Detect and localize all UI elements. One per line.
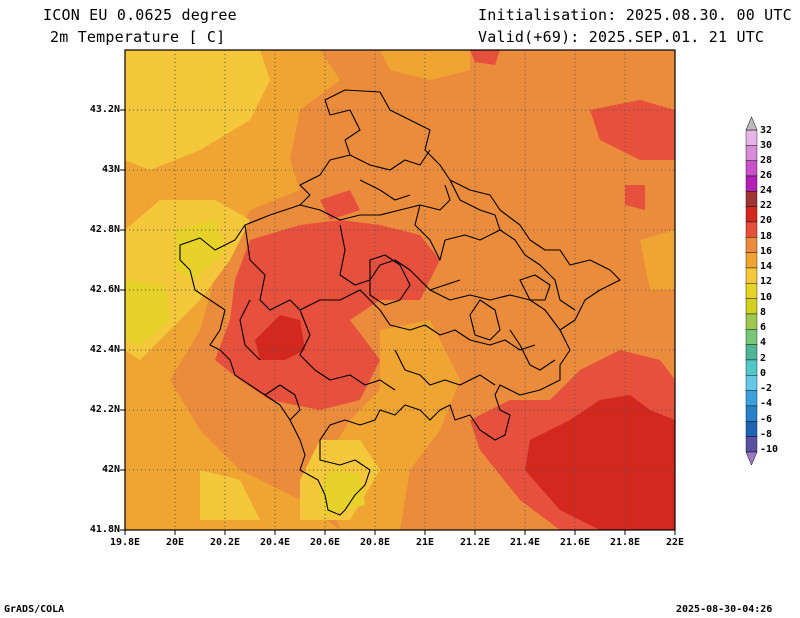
lon-label: 21.8E [609, 537, 641, 548]
boundary-south1 [379, 309, 536, 351]
colorbar-label: 12 [760, 276, 773, 287]
boundary-small1 [369, 254, 411, 306]
variable-title: 2m Temperature [ C] [50, 28, 226, 46]
boundary-north1 [299, 184, 451, 221]
colorbar-label: 0 [760, 368, 767, 379]
lon-label: 20.2E [209, 537, 241, 548]
boundary-sw [264, 384, 301, 421]
lat-label: 42.4N [89, 344, 120, 355]
lat-label: 42N [101, 464, 120, 475]
colorbar-label: 32 [760, 125, 773, 136]
tick-marks [120, 109, 676, 535]
lat-label: 41.8N [89, 524, 120, 535]
lon-label: 19.8E [109, 537, 141, 548]
lon-label: 21E [415, 537, 435, 548]
colorbar-label: 28 [760, 155, 773, 166]
boundary-south2 [299, 309, 396, 391]
admin-boundaries [179, 89, 621, 516]
boundary-west [244, 224, 381, 311]
lat-label: 42.8N [89, 224, 120, 235]
colorbar-label: 18 [760, 231, 773, 242]
colorbar-label: 26 [760, 170, 773, 181]
boundary-small3 [519, 274, 551, 301]
colorbar-label: 20 [760, 215, 773, 226]
boundary-cyan [414, 204, 446, 261]
boundary-north2 [349, 149, 431, 171]
boundary-ne [449, 179, 501, 231]
colorbar-label: 6 [760, 322, 767, 333]
colorbar-label: 2 [760, 353, 767, 364]
colorbar-label: -6 [760, 414, 773, 425]
colorbar-label: 10 [760, 292, 773, 303]
graticule [125, 50, 675, 530]
lat-label: 43.2N [89, 104, 120, 115]
lon-label: 20.4E [259, 537, 291, 548]
lon-label: 21.2E [459, 537, 491, 548]
colorbar-label: -8 [760, 429, 773, 440]
lon-label: 20.6E [309, 537, 341, 548]
footer-timestamp: 2025-08-30-04:26 [676, 604, 773, 615]
boundary-inner-w [239, 299, 261, 361]
colorbar-label: 22 [760, 200, 773, 211]
boundary-south3 [394, 349, 496, 386]
colorbar-label: -4 [760, 398, 773, 409]
lon-label: 21.6E [559, 537, 591, 548]
lon-label: 20.8E [359, 537, 391, 548]
lon-label: 21.4E [509, 537, 541, 548]
boundary-east1 [444, 229, 576, 311]
boundary-east2 [429, 289, 561, 331]
model-title: ICON EU 0.0625 degree [43, 6, 237, 24]
valid-time-text: Valid(+69): 2025.SEP.01. 21 UTC [478, 28, 765, 46]
boundary-central [339, 224, 461, 291]
boundary-north3 [359, 179, 411, 201]
lat-label: 43N [101, 164, 120, 175]
boundary-small2 [469, 299, 501, 341]
lon-label: 22E [665, 537, 685, 548]
colorbar-label: -10 [760, 444, 779, 455]
colorbar-label: 24 [760, 185, 773, 196]
boundary-east3 [509, 329, 556, 371]
lat-label: 42.2N [89, 404, 120, 415]
colorbar-label: 4 [760, 337, 767, 348]
lon-label: 20E [165, 537, 185, 548]
initialisation-text: Initialisation: 2025.08.30. 00 UTC [478, 6, 792, 24]
footer-credit: GrADS/COLA [4, 604, 65, 615]
colorbar-label: -2 [760, 383, 773, 394]
lat-label: 42.6N [89, 284, 120, 295]
colorbar-label: 30 [760, 140, 773, 151]
temperature-field [125, 50, 675, 530]
outer-boundary [179, 89, 621, 516]
colorbar-label: 8 [760, 307, 767, 318]
colorbar-label: 16 [760, 246, 773, 257]
colorbar-label: 14 [760, 261, 773, 272]
